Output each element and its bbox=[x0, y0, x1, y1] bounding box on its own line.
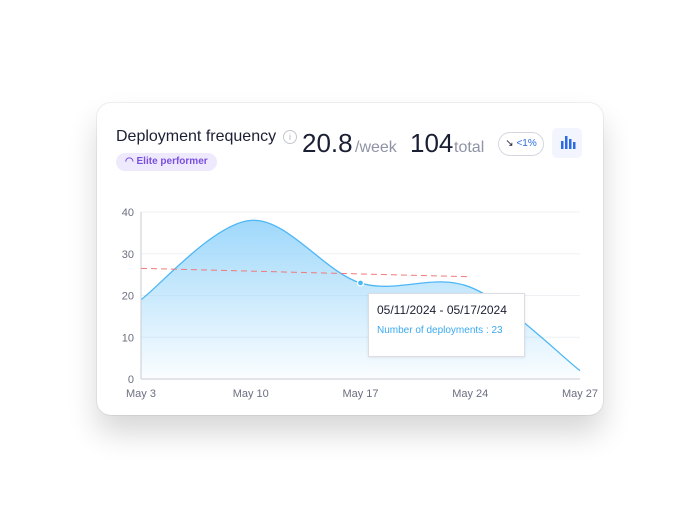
y-tick-label: 30 bbox=[122, 249, 134, 261]
x-tick-label: May 3 bbox=[126, 388, 156, 400]
elite-performer-badge: ◠ Elite performer bbox=[116, 153, 217, 171]
rate-unit: /week bbox=[355, 139, 397, 156]
info-icon[interactable]: i bbox=[283, 130, 297, 144]
rate-value: 20.8 bbox=[302, 128, 353, 158]
tooltip-range: 05/11/2024 - 05/17/2024 bbox=[377, 303, 507, 317]
bar-chart-icon bbox=[561, 136, 576, 149]
gauge-icon: ◠ bbox=[125, 156, 137, 167]
trend-line bbox=[140, 267, 471, 278]
y-tick-label: 20 bbox=[122, 291, 134, 303]
arrow-down-right-icon: ↘ bbox=[505, 138, 517, 149]
y-tick-label: 10 bbox=[122, 332, 134, 344]
tooltip: 05/11/2024 - 05/17/2024 Number of deploy… bbox=[368, 293, 525, 357]
x-tick-label: May 10 bbox=[233, 388, 269, 400]
change-pill: ↘ <1% bbox=[498, 132, 544, 156]
x-tick-label: May 24 bbox=[452, 388, 488, 400]
y-tick-label: 0 bbox=[128, 374, 134, 386]
highlighted-point bbox=[356, 279, 365, 287]
total-unit: total bbox=[454, 139, 485, 156]
card-title: Deployment frequency bbox=[116, 128, 277, 145]
tooltip-value: Number of deployments : 23 bbox=[377, 325, 503, 336]
change-value: <1% bbox=[516, 138, 537, 149]
badge-label: Elite performer bbox=[136, 156, 208, 167]
x-tick-label: May 17 bbox=[342, 388, 378, 400]
x-tick-label: May 27 bbox=[562, 388, 598, 400]
chart-toggle-button[interactable] bbox=[552, 128, 582, 158]
y-tick-label: 40 bbox=[122, 207, 134, 219]
total-value: 104 bbox=[410, 128, 454, 158]
